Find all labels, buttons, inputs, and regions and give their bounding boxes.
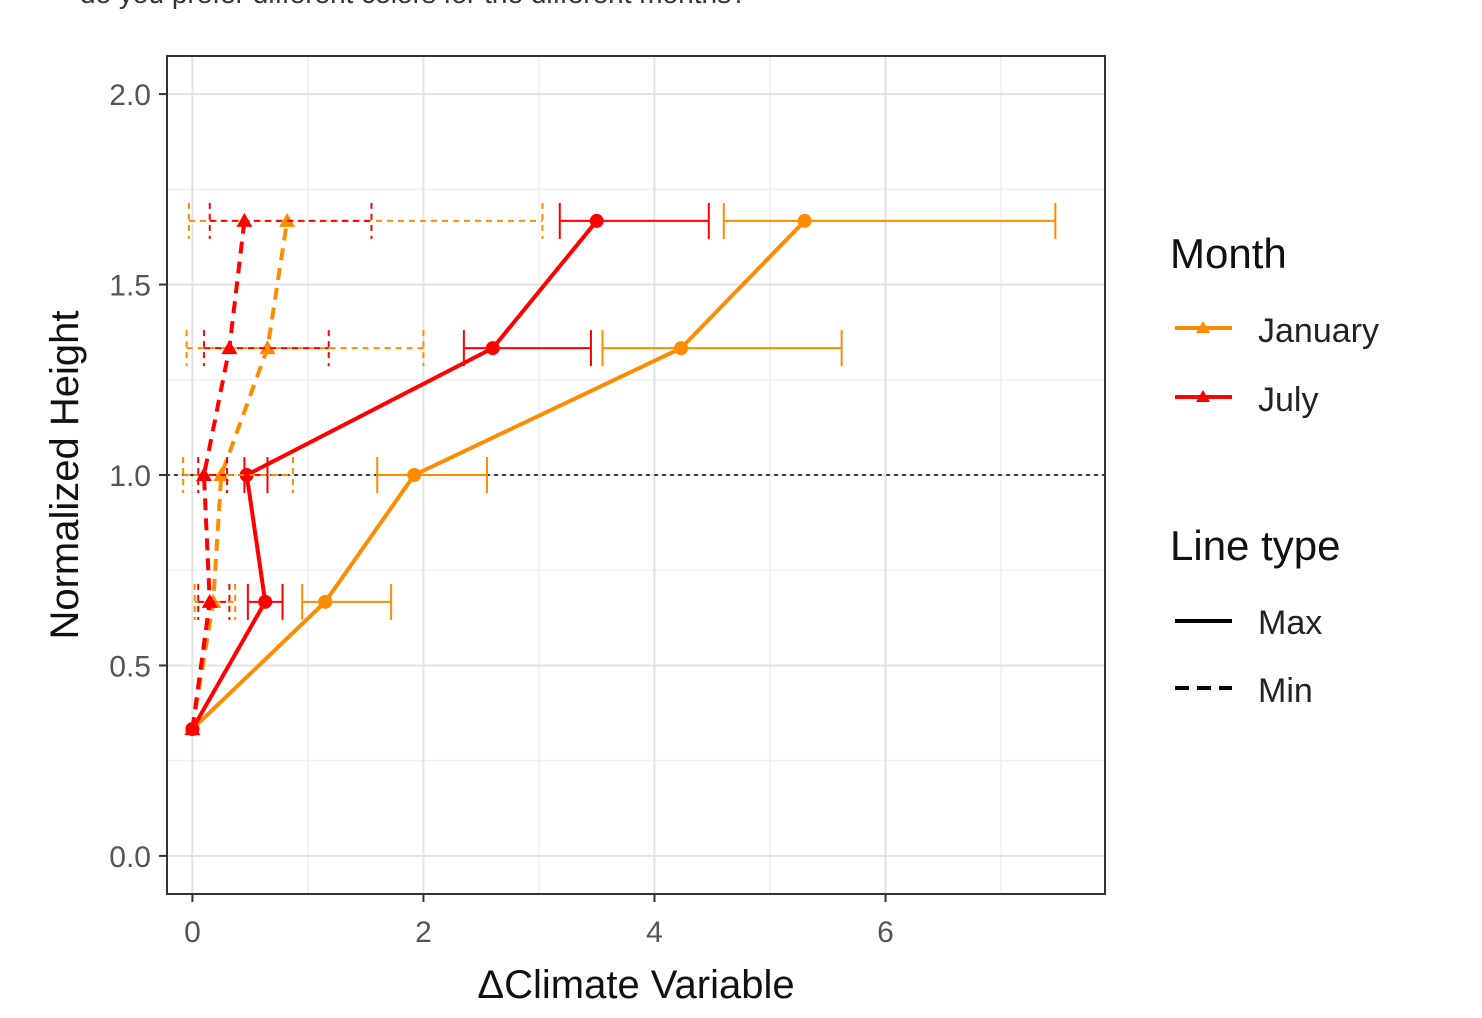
data-point-january-max bbox=[318, 594, 333, 609]
legend: Month January July Line type Max Min bbox=[1170, 230, 1379, 710]
data-point-january-max bbox=[407, 468, 422, 482]
data-point-july-min bbox=[236, 212, 253, 227]
data-point-july-min bbox=[195, 467, 212, 481]
y-tick-label: 0.0 bbox=[109, 841, 151, 874]
legend-key-july-marker bbox=[1196, 390, 1210, 402]
series-line-january-min bbox=[190, 220, 290, 730]
data-point-july-max bbox=[258, 594, 273, 609]
axis-ticks: 0 2 4 6 0.0 0.5 1.0 1.5 2.0 bbox=[109, 79, 894, 949]
series-july-min bbox=[184, 202, 373, 736]
x-tick-label: 6 bbox=[877, 916, 894, 949]
legend-item-min: Min bbox=[1175, 672, 1313, 710]
data-point-july-min bbox=[201, 593, 218, 608]
y-tick-label: 0.5 bbox=[109, 650, 151, 683]
data-point-july-min bbox=[184, 721, 201, 736]
series-line-july-min bbox=[190, 220, 247, 730]
data-point-july-min bbox=[221, 340, 238, 355]
x-tick-label: 0 bbox=[184, 916, 201, 949]
series-group bbox=[182, 202, 1057, 737]
legend-linetype-title: Line type bbox=[1170, 522, 1340, 569]
y-tick-label: 2.0 bbox=[109, 79, 151, 112]
y-tick-label: 1.5 bbox=[109, 270, 151, 303]
question-text: do you prefer different colors for the d… bbox=[80, 0, 747, 10]
legend-label-max: Max bbox=[1258, 604, 1322, 642]
data-point-july-max bbox=[239, 468, 254, 482]
y-tick-label: 1.0 bbox=[109, 460, 151, 493]
data-point-january-max bbox=[797, 213, 812, 228]
legend-label-min: Min bbox=[1258, 672, 1313, 710]
data-point-july-max bbox=[485, 341, 500, 356]
data-point-january-min bbox=[259, 340, 276, 355]
legend-item-january: January bbox=[1175, 312, 1379, 350]
legend-month-title: Month bbox=[1170, 230, 1287, 277]
data-point-july-max bbox=[589, 213, 604, 228]
legend-label-january: January bbox=[1258, 312, 1379, 350]
x-tick-label: 2 bbox=[415, 916, 432, 949]
legend-key-january-marker bbox=[1196, 321, 1210, 333]
legend-item-july: July bbox=[1175, 381, 1318, 419]
x-tick-label: 4 bbox=[646, 916, 663, 949]
y-axis-title: Normalized Height bbox=[43, 310, 87, 639]
series-january-max bbox=[185, 202, 1057, 737]
data-point-january-max bbox=[674, 341, 689, 356]
legend-label-july: July bbox=[1258, 381, 1318, 419]
legend-item-max: Max bbox=[1175, 604, 1322, 642]
x-axis-title: ΔClimate Variable bbox=[477, 963, 794, 1007]
